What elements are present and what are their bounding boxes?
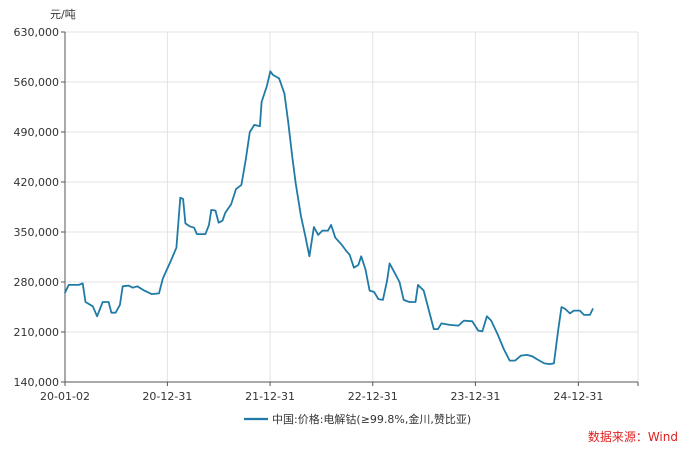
y-axis-unit-label: 元/吨 bbox=[50, 8, 76, 21]
y-tick-label: 490,000 bbox=[14, 126, 60, 139]
series-line bbox=[64, 70, 594, 366]
y-tick-label: 280,000 bbox=[14, 276, 60, 289]
y-tick-label: 140,000 bbox=[14, 376, 60, 389]
data-source-note: 数据来源：Wind bbox=[588, 429, 678, 444]
legend: 中国:价格:电解钴(≥99.8%,金川,赞比亚) bbox=[244, 412, 471, 426]
y-tick-label: 630,000 bbox=[14, 26, 60, 39]
x-tick-label: 20-12-31 bbox=[142, 390, 192, 403]
y-axis: 140,000 210,000 280,000 350,000 420,000 490,0… bbox=[14, 26, 66, 389]
y-tick-label: 210,000 bbox=[14, 326, 60, 339]
chart-grid bbox=[64, 31, 639, 383]
x-tick-label: 24-12-31 bbox=[553, 390, 603, 403]
x-tick-label: 20-01-02 bbox=[40, 390, 90, 403]
legend-entry-label: 中国:价格:电解钴(≥99.8%,金川,赞比亚) bbox=[272, 412, 471, 426]
x-tick-label: 23-12-31 bbox=[450, 390, 500, 403]
y-tick-label: 560,000 bbox=[14, 76, 60, 89]
x-tick-label: 21-12-31 bbox=[245, 390, 295, 403]
y-tick-label: 350,000 bbox=[14, 226, 60, 239]
y-tick-label: 420,000 bbox=[14, 176, 60, 189]
chart-series bbox=[64, 70, 594, 366]
x-axis: 20-01-02 20-12-31 21-12-31 22-12-31 23-12-31… bbox=[40, 381, 639, 403]
x-tick-label: 22-12-31 bbox=[348, 390, 398, 403]
